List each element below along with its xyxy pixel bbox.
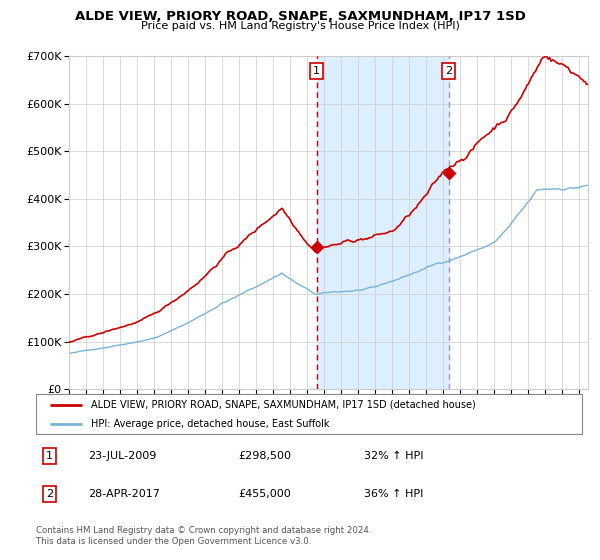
Text: £298,500: £298,500 xyxy=(238,451,291,461)
Text: 36% ↑ HPI: 36% ↑ HPI xyxy=(364,489,423,499)
Text: 2: 2 xyxy=(46,489,53,499)
Text: £455,000: £455,000 xyxy=(238,489,291,499)
Text: Contains HM Land Registry data © Crown copyright and database right 2024.
This d: Contains HM Land Registry data © Crown c… xyxy=(36,526,371,546)
Text: ALDE VIEW, PRIORY ROAD, SNAPE, SAXMUNDHAM, IP17 1SD: ALDE VIEW, PRIORY ROAD, SNAPE, SAXMUNDHA… xyxy=(74,10,526,23)
FancyBboxPatch shape xyxy=(36,394,582,434)
Text: 2: 2 xyxy=(445,66,452,76)
Text: 1: 1 xyxy=(46,451,53,461)
Text: 28-APR-2017: 28-APR-2017 xyxy=(88,489,160,499)
Bar xyxy=(317,56,449,389)
Text: Price paid vs. HM Land Registry's House Price Index (HPI): Price paid vs. HM Land Registry's House … xyxy=(140,21,460,31)
Text: 32% ↑ HPI: 32% ↑ HPI xyxy=(364,451,423,461)
Text: ALDE VIEW, PRIORY ROAD, SNAPE, SAXMUNDHAM, IP17 1SD (detached house): ALDE VIEW, PRIORY ROAD, SNAPE, SAXMUNDHA… xyxy=(91,400,475,410)
Text: 1: 1 xyxy=(313,66,320,76)
Text: 23-JUL-2009: 23-JUL-2009 xyxy=(88,451,156,461)
Text: HPI: Average price, detached house, East Suffolk: HPI: Average price, detached house, East… xyxy=(91,419,329,429)
